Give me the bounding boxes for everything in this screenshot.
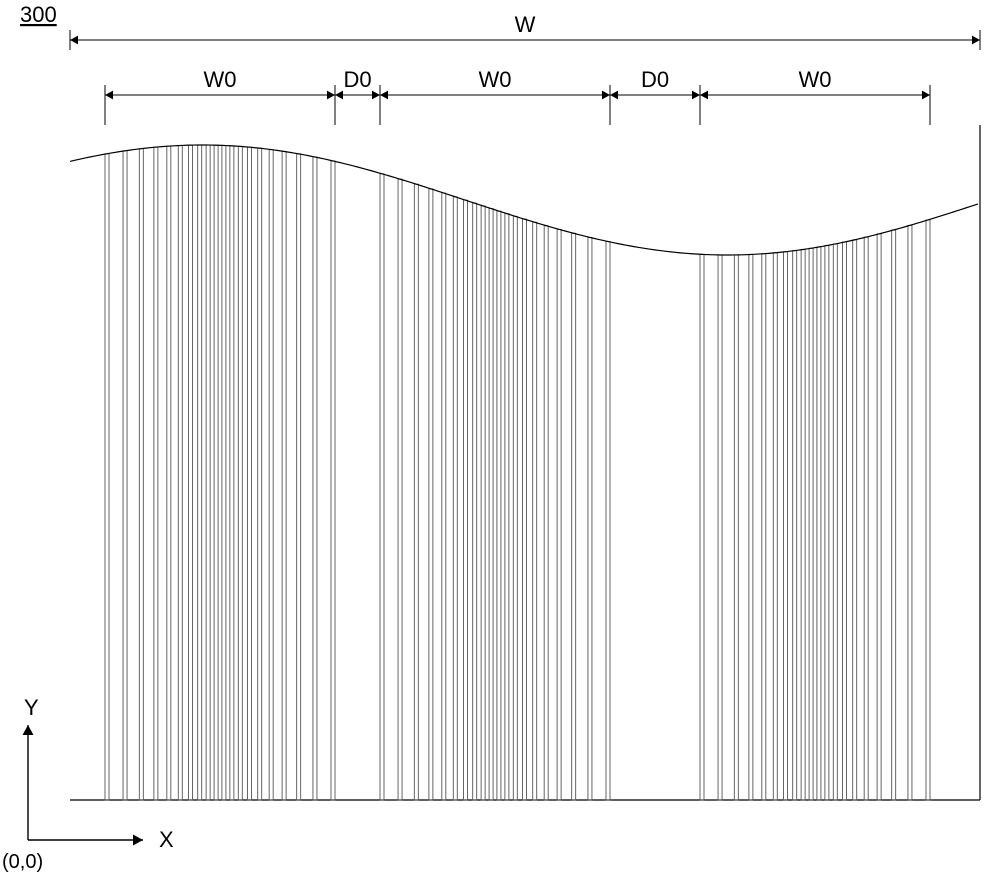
dim-d0-1-label: D0 [641,67,669,92]
bar [908,225,912,800]
bar [139,149,143,800]
bar [497,211,501,800]
bar [513,216,517,800]
bar [247,147,251,800]
bar [258,148,262,800]
bar [505,214,509,800]
bar [572,233,576,800]
bar [809,248,813,800]
bar [833,244,837,800]
bar [606,242,610,800]
bar [473,203,477,800]
bar [853,240,857,800]
dim-w-label: W [515,12,536,37]
bar [784,252,788,800]
bar [380,174,384,800]
bar [793,251,797,800]
bar [734,255,738,800]
bar [167,146,171,800]
bar [557,229,561,800]
bar [464,200,468,800]
bar [297,154,301,800]
bar [773,253,777,800]
bar [105,154,109,800]
bar [842,242,846,800]
bar [453,197,457,800]
bar [801,249,805,800]
bar [398,179,402,800]
bar [442,193,446,800]
bar [429,189,433,800]
bar [877,234,881,800]
bar [588,237,592,800]
dim-w0-2-label: W0 [799,67,832,92]
bar [222,145,226,800]
bar [189,145,193,800]
bar [313,157,317,800]
bar [282,151,286,800]
bar [414,184,418,800]
bar [825,246,829,800]
bar [481,206,485,800]
bar [817,247,821,800]
bar [230,146,234,800]
bar [269,150,273,800]
origin-label: (0,0) [2,851,43,873]
bar [544,226,548,800]
bar [238,146,242,800]
bar [749,254,753,800]
bar [154,147,158,800]
x-axis-label: X [159,827,174,852]
bar [206,145,210,800]
bar [892,230,896,800]
dim-w0-0-label: W0 [204,67,237,92]
bar [123,151,127,800]
bar [331,161,335,800]
dim-w0-1-label: W0 [479,67,512,92]
bar [198,145,202,800]
figure-number: 300 [20,2,57,27]
bar [864,237,868,800]
bar [489,209,493,800]
bar [178,145,182,800]
bar [718,255,722,800]
dim-d0-0-label: D0 [343,67,371,92]
bar [762,254,766,800]
bar [926,220,930,800]
bar [522,219,526,800]
bar [700,254,704,800]
bar [214,145,218,800]
bar [533,222,537,800]
y-axis-label: Y [24,695,39,720]
